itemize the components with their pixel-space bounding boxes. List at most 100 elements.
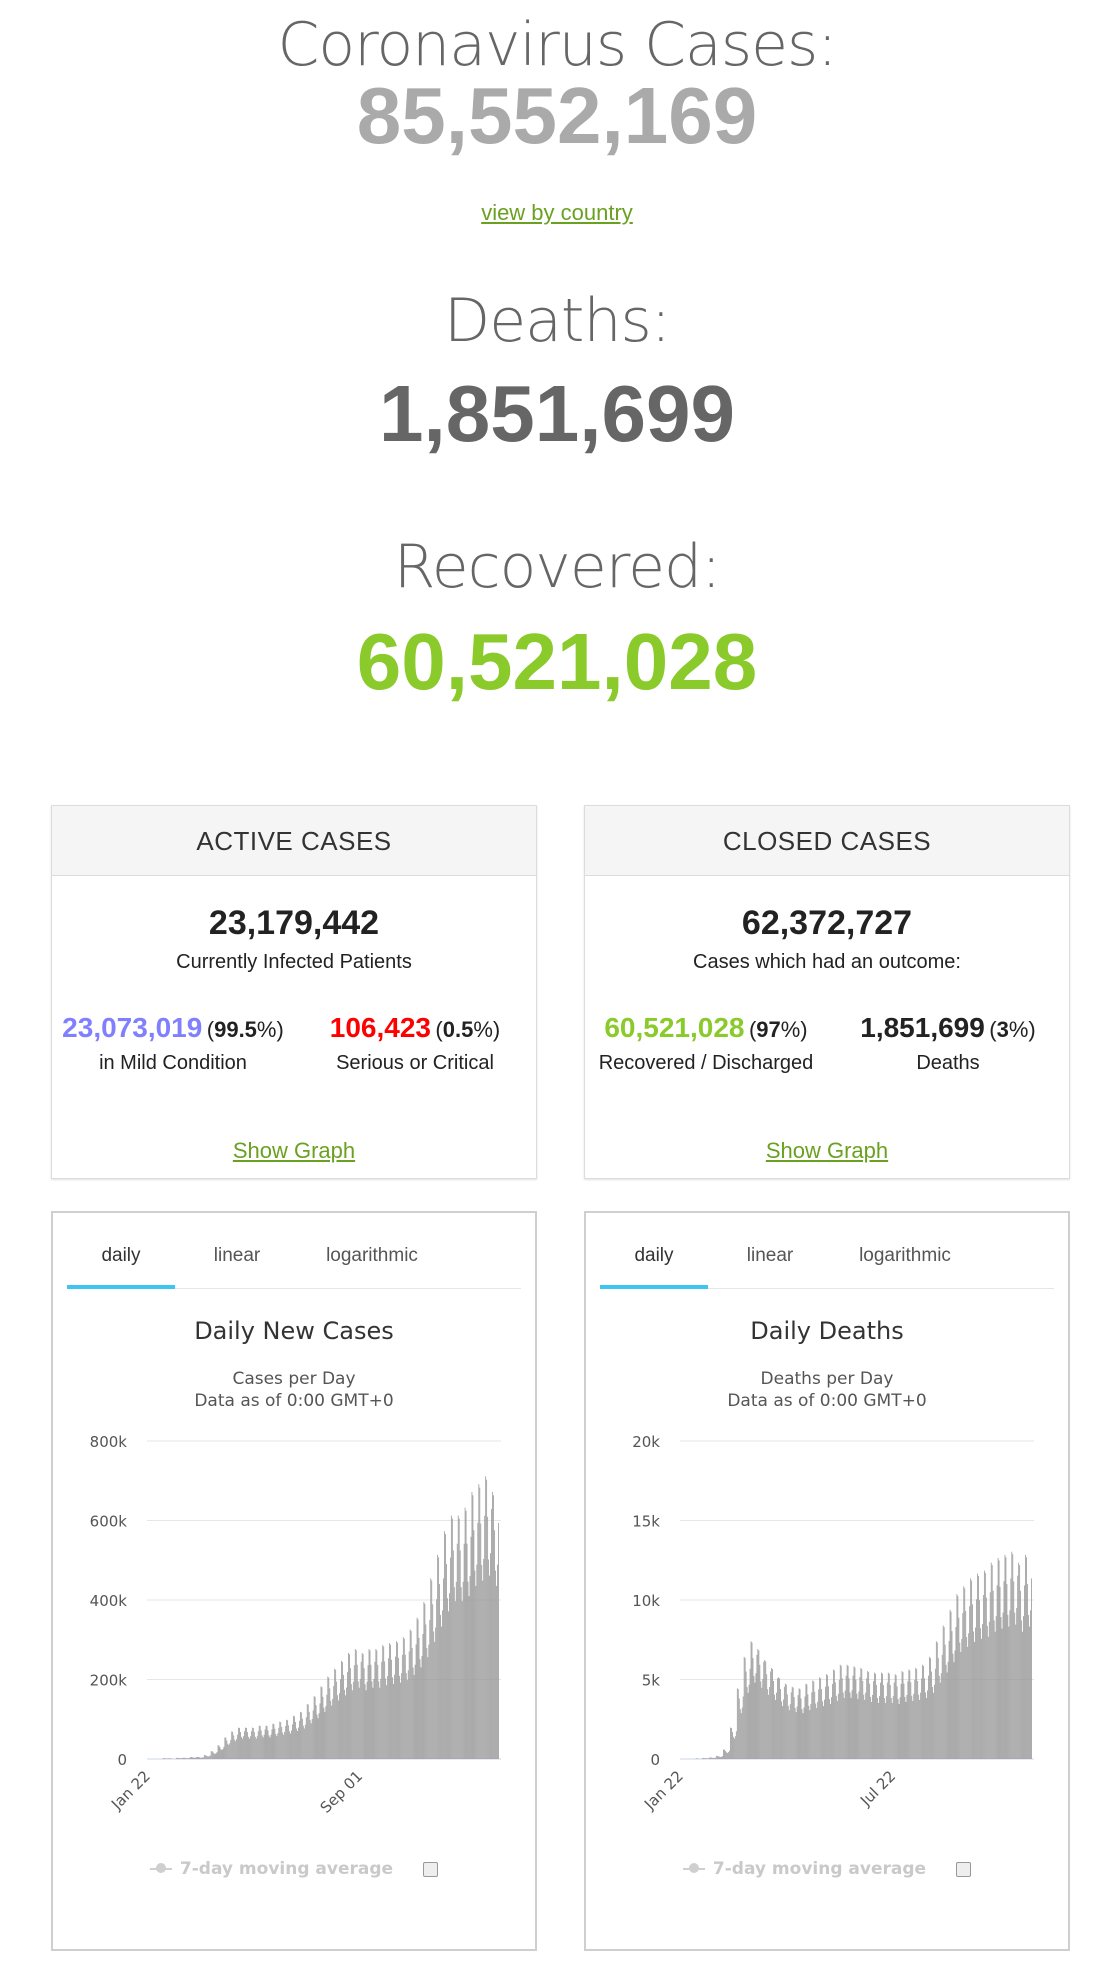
data-bar [185,1757,187,1759]
data-bar [756,1654,758,1759]
data-bar [380,1678,382,1759]
data-bar [860,1667,862,1759]
chart-title: Daily Deaths [750,1317,904,1345]
data-bar [898,1704,900,1759]
tab-linear[interactable]: linear [746,1245,794,1266]
recovered-discharged-count: 60,521,028 [604,1012,745,1043]
tab-linear[interactable]: linear [213,1245,261,1266]
data-bar [708,1758,710,1759]
data-bar [361,1652,363,1759]
data-bar [1000,1617,1002,1759]
chart-legend[interactable]: 7-day moving average [53,1859,535,1879]
data-bar [965,1610,967,1759]
data-bar [332,1698,334,1759]
tab-daily[interactable]: daily [67,1233,175,1289]
view-by-country-link[interactable]: view by country [481,200,633,225]
data-bar [926,1697,927,1759]
data-bar [462,1581,464,1759]
cases-label: Coronavirus Cases: [277,10,838,80]
data-bar [876,1684,877,1759]
data-bar [193,1757,194,1759]
data-bar [200,1757,202,1759]
data-bar [929,1656,930,1759]
data-bar [847,1665,849,1759]
data-bar [464,1507,466,1759]
data-bar [370,1664,372,1759]
data-bar [485,1476,487,1759]
data-bar [270,1734,272,1759]
data-bar [387,1676,389,1759]
data-bar [820,1678,822,1759]
data-bar [918,1694,920,1759]
data-bar [919,1699,921,1759]
data-bar [171,1758,173,1759]
data-bar [739,1709,741,1759]
data-bar [178,1757,180,1759]
data-bar [729,1750,730,1759]
data-bar [417,1619,419,1759]
recovered-block: Recovered: [0,532,1114,602]
data-bar [783,1686,785,1759]
data-bar [795,1712,797,1759]
data-bar [757,1649,759,1759]
data-bar [950,1611,952,1759]
data-bar [167,1758,169,1759]
data-bar [226,1740,228,1759]
data-bar [324,1711,326,1759]
data-bar [166,1758,168,1759]
data-bar [861,1669,863,1759]
chart-legend[interactable]: 7-day moving average [586,1859,1068,1879]
data-bar [794,1708,796,1759]
data-bar [346,1687,347,1759]
data-bar [362,1654,364,1759]
data-bar [255,1738,257,1759]
tab-logarithmic[interactable]: logarithmic [326,1245,418,1266]
tab-daily[interactable]: daily [600,1233,708,1289]
data-bar [1003,1581,1005,1759]
data-bar [973,1631,974,1759]
data-bar [852,1675,854,1759]
data-bar [728,1752,729,1759]
data-bar [299,1711,301,1759]
moving-average-checkbox[interactable] [423,1861,439,1877]
data-bar [892,1696,894,1759]
data-bar [937,1658,939,1759]
data-bar [768,1694,770,1759]
data-bar [802,1713,804,1759]
data-bar [1001,1628,1003,1759]
data-bar [202,1757,204,1759]
data-bar [418,1637,420,1759]
data-bar [961,1638,963,1759]
data-bar [423,1601,425,1759]
data-bar [285,1726,287,1759]
y-tick-label: 600k [90,1513,128,1531]
data-bar [1006,1584,1008,1759]
data-bar [428,1644,430,1759]
data-bar [997,1557,999,1759]
tab-logarithmic[interactable]: logarithmic [859,1245,951,1266]
data-bar [730,1727,731,1759]
data-bar [828,1686,829,1759]
data-bar [452,1550,454,1759]
data-bar [238,1727,240,1759]
data-bar [366,1681,368,1759]
data-bar [229,1743,231,1759]
data-bar [447,1598,448,1759]
data-bar [854,1667,856,1759]
active-show-graph-link[interactable]: Show Graph [232,1138,356,1163]
data-bar [790,1692,792,1759]
data-bar [183,1757,185,1759]
mild-count: 23,073,019 [62,1012,203,1043]
data-bar [237,1734,239,1759]
data-bar [891,1702,893,1759]
data-bar [180,1758,182,1759]
closed-show-graph-link[interactable]: Show Graph [765,1138,889,1163]
data-bar [952,1653,954,1759]
x-tick-label: Jan 22 [107,1767,154,1814]
data-bar [343,1674,344,1759]
moving-average-checkbox[interactable] [956,1861,972,1877]
data-bar [356,1664,358,1759]
data-bar [862,1680,864,1759]
data-bar [340,1679,341,1759]
data-bar [311,1718,313,1759]
